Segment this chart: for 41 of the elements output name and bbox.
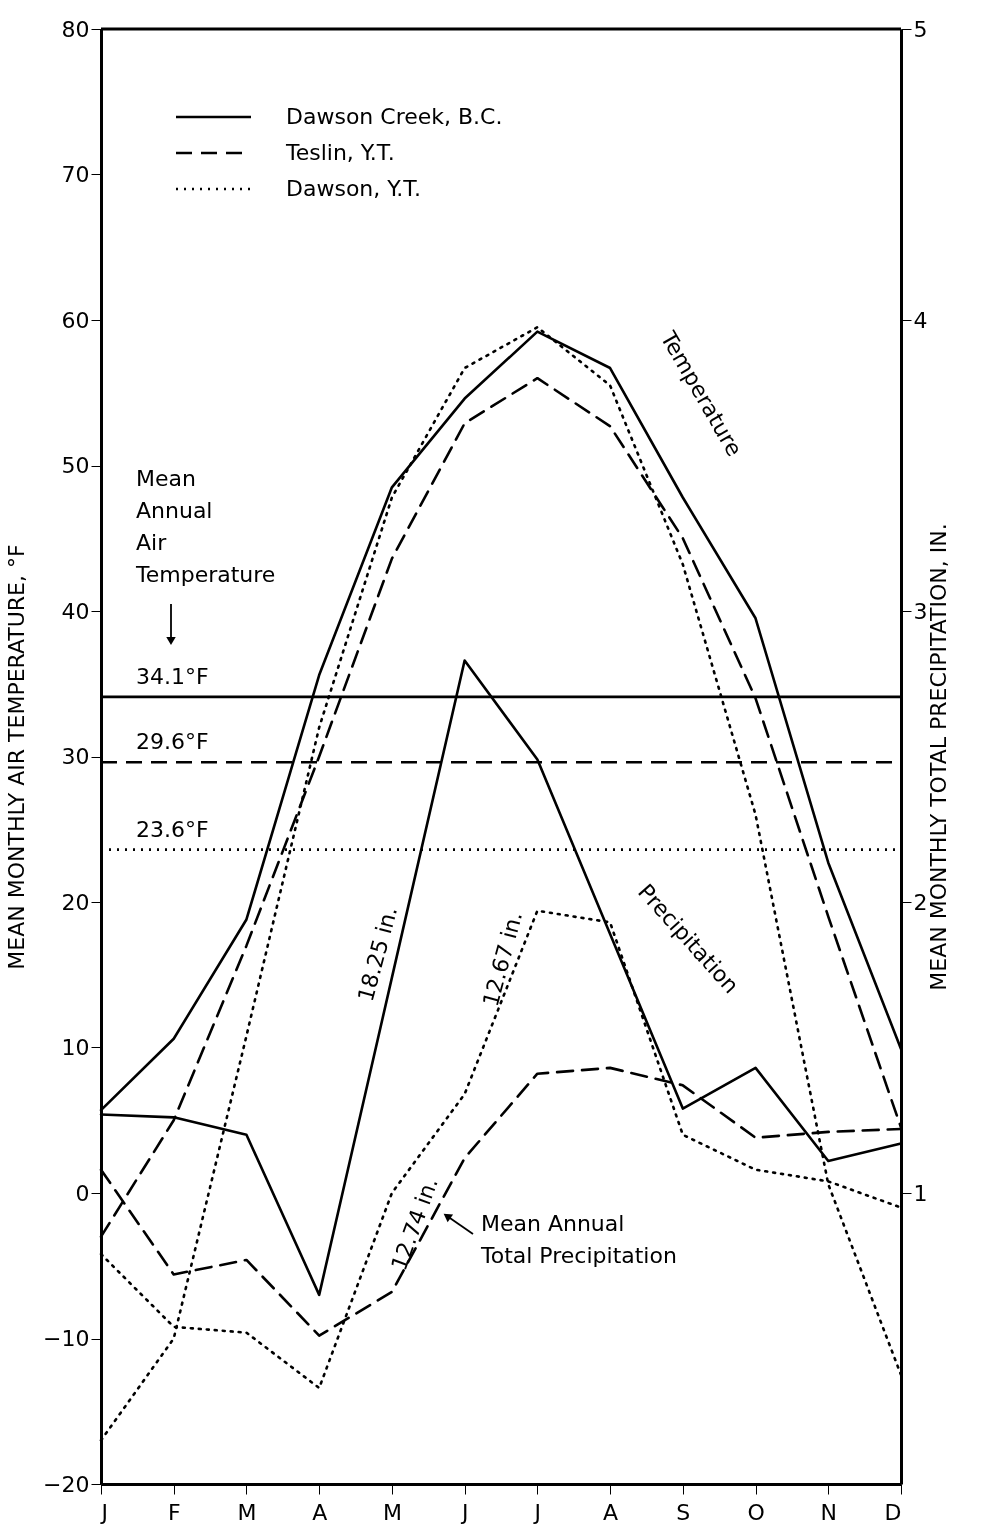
x-tick-label: A xyxy=(603,1499,619,1525)
y2-tick-label: 1 xyxy=(913,1180,928,1206)
x-tick-label: J xyxy=(532,1499,542,1525)
y-tick-label: 60 xyxy=(61,307,90,333)
y2-axis-title: MEAN MONTHLY TOTAL PRECIPITATION, IN. xyxy=(926,523,952,991)
y-tick-label: 0 xyxy=(75,1180,90,1206)
annotation: Mean Annual Total Precipitation xyxy=(480,1211,677,1268)
x-tick-label: J xyxy=(99,1499,108,1525)
annotation: 18.25 in. xyxy=(352,903,403,1004)
x-tick-label: M xyxy=(237,1499,257,1525)
ref-line-label: 23.6°F xyxy=(136,816,209,842)
y2-tick-label: 2 xyxy=(913,889,928,915)
x-tick-label: J xyxy=(459,1499,469,1525)
x-tick-label: D xyxy=(884,1499,902,1525)
y-tick-label: −20 xyxy=(43,1471,90,1497)
y-axis-title: MEAN MONTHLY AIR TEMPERATURE, °F xyxy=(4,544,30,970)
y-tick-label: −10 xyxy=(43,1326,90,1351)
y-tick-label: 70 xyxy=(61,162,90,187)
annotation: 12.74 in. xyxy=(386,1173,443,1274)
y-tick-label: 20 xyxy=(61,889,90,915)
y-tick-label: 30 xyxy=(61,744,90,769)
x-tick-label: S xyxy=(676,1499,691,1525)
legend-label: Dawson, Y.T. xyxy=(286,176,422,201)
annotation: 12.67 in. xyxy=(477,908,528,1009)
x-tick-label: M xyxy=(382,1499,402,1525)
y-tick-label: 50 xyxy=(61,453,90,478)
x-tick-label: F xyxy=(167,1499,181,1525)
y-tick-label: 80 xyxy=(61,16,90,42)
annotation: Mean Annual Air Temperature xyxy=(135,466,276,587)
y2-tick-label: 5 xyxy=(913,16,928,42)
x-tick-label: O xyxy=(747,1499,765,1525)
y2-tick-label: 3 xyxy=(913,598,928,624)
y-tick-label: 10 xyxy=(61,1035,90,1060)
legend-label: Dawson Creek, B.C. xyxy=(286,104,503,129)
ref-line-label: 29.6°F xyxy=(136,729,209,755)
x-tick-label: N xyxy=(820,1499,838,1525)
y-tick-label: 40 xyxy=(61,598,90,624)
ref-line-label: 34.1°F xyxy=(136,663,209,689)
legend-label: Teslin, Y.T. xyxy=(285,140,395,165)
x-tick-label: A xyxy=(312,1499,328,1525)
y2-tick-label: 4 xyxy=(913,307,928,333)
